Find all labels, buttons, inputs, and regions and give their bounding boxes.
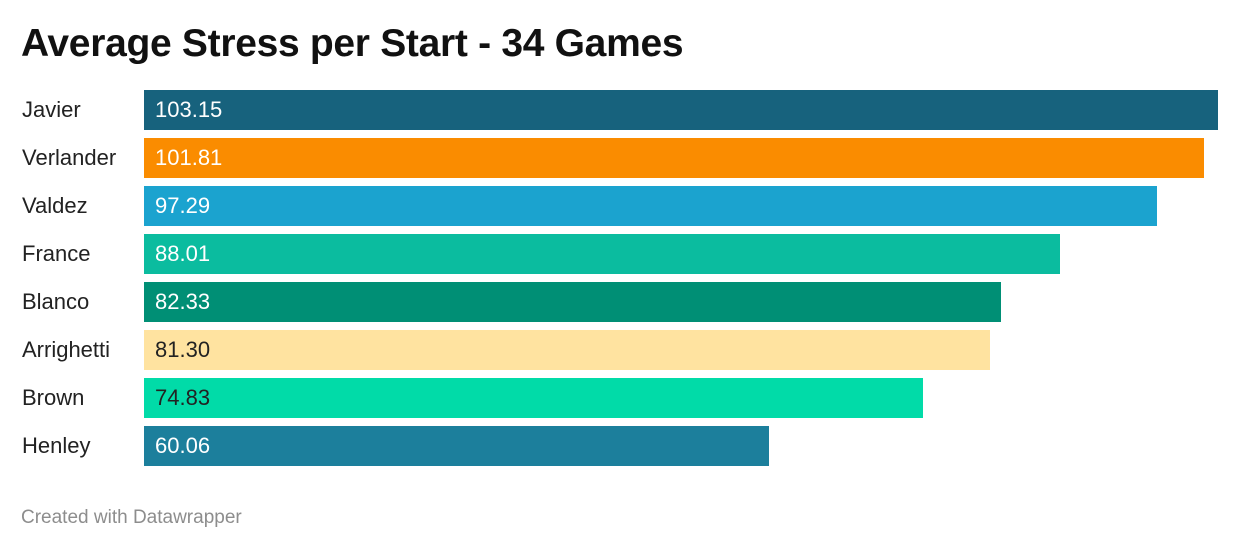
bar: 101.81 — [144, 138, 1204, 178]
chart-title: Average Stress per Start - 34 Games — [21, 22, 684, 65]
category-label: Brown — [22, 385, 85, 410]
bar: 103.15 — [144, 90, 1218, 130]
category-label: Valdez — [22, 193, 88, 218]
bar-value-label: 103.15 — [155, 97, 223, 122]
bar: 74.83 — [144, 378, 923, 418]
bar: 88.01 — [144, 234, 1060, 274]
category-label: France — [22, 241, 91, 266]
bar-value-label: 101.81 — [155, 145, 223, 170]
bar: 82.33 — [144, 282, 1001, 322]
bar-value-label: 82.33 — [155, 289, 211, 314]
category-label: Henley — [22, 433, 91, 458]
datawrapper-credit: Created with Datawrapper — [21, 507, 242, 528]
bar-value-label: 88.01 — [155, 241, 211, 266]
bar-value-label: 60.06 — [155, 433, 211, 458]
bar-value-label: 97.29 — [155, 193, 211, 218]
category-label: Javier — [22, 97, 81, 122]
category-label: Arrighetti — [22, 337, 111, 362]
bar: 81.30 — [144, 330, 990, 370]
bar: 60.06 — [144, 426, 769, 466]
bar-value-label: 74.83 — [155, 385, 211, 410]
category-label: Verlander — [22, 145, 117, 170]
bar: 97.29 — [144, 186, 1157, 226]
bar-value-label: 81.30 — [155, 337, 211, 362]
category-label: Blanco — [22, 289, 90, 314]
